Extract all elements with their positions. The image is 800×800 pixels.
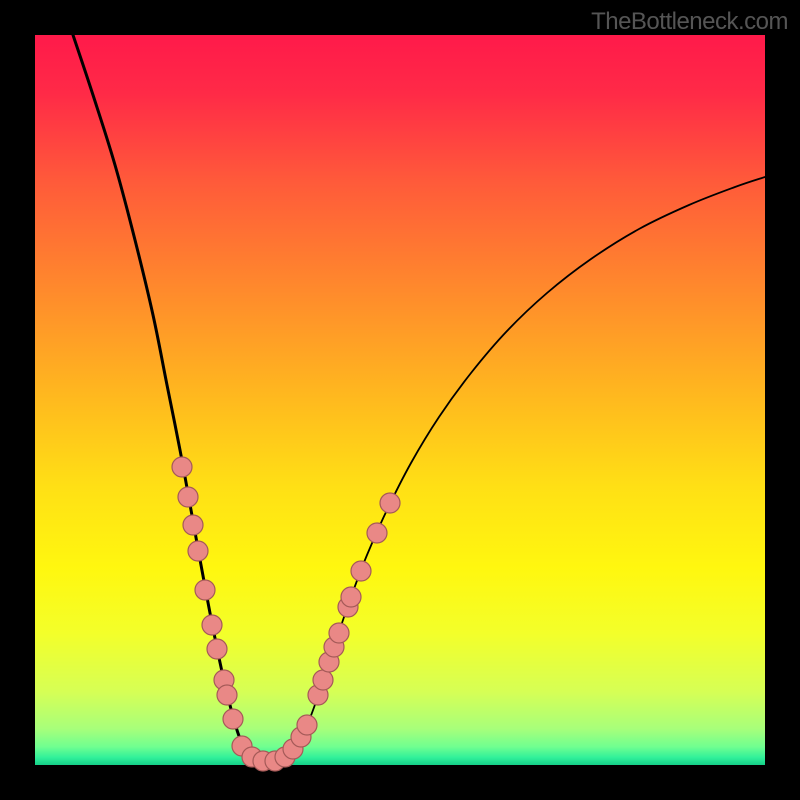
- scatter-left-group: [172, 457, 243, 729]
- scatter-point: [380, 493, 400, 513]
- scatter-point: [183, 515, 203, 535]
- scatter-point: [195, 580, 215, 600]
- scatter-point: [367, 523, 387, 543]
- scatter-point: [297, 715, 317, 735]
- scatter-point: [172, 457, 192, 477]
- scatter-point: [223, 709, 243, 729]
- scatter-point: [341, 587, 361, 607]
- scatter-point: [202, 615, 222, 635]
- watermark-text: TheBottleneck.com: [591, 8, 788, 36]
- scatter-right-group: [291, 493, 400, 747]
- right-curve-line: [271, 177, 765, 761]
- plot-area: [35, 35, 765, 765]
- scatter-point: [329, 623, 349, 643]
- scatter-point: [207, 639, 227, 659]
- scatter-point: [351, 561, 371, 581]
- curve-layer: [35, 35, 765, 765]
- scatter-point: [178, 487, 198, 507]
- left-curve-line: [73, 35, 271, 761]
- scatter-point: [313, 670, 333, 690]
- chart-canvas: TheBottleneck.com: [0, 0, 800, 800]
- scatter-point: [188, 541, 208, 561]
- scatter-point: [217, 685, 237, 705]
